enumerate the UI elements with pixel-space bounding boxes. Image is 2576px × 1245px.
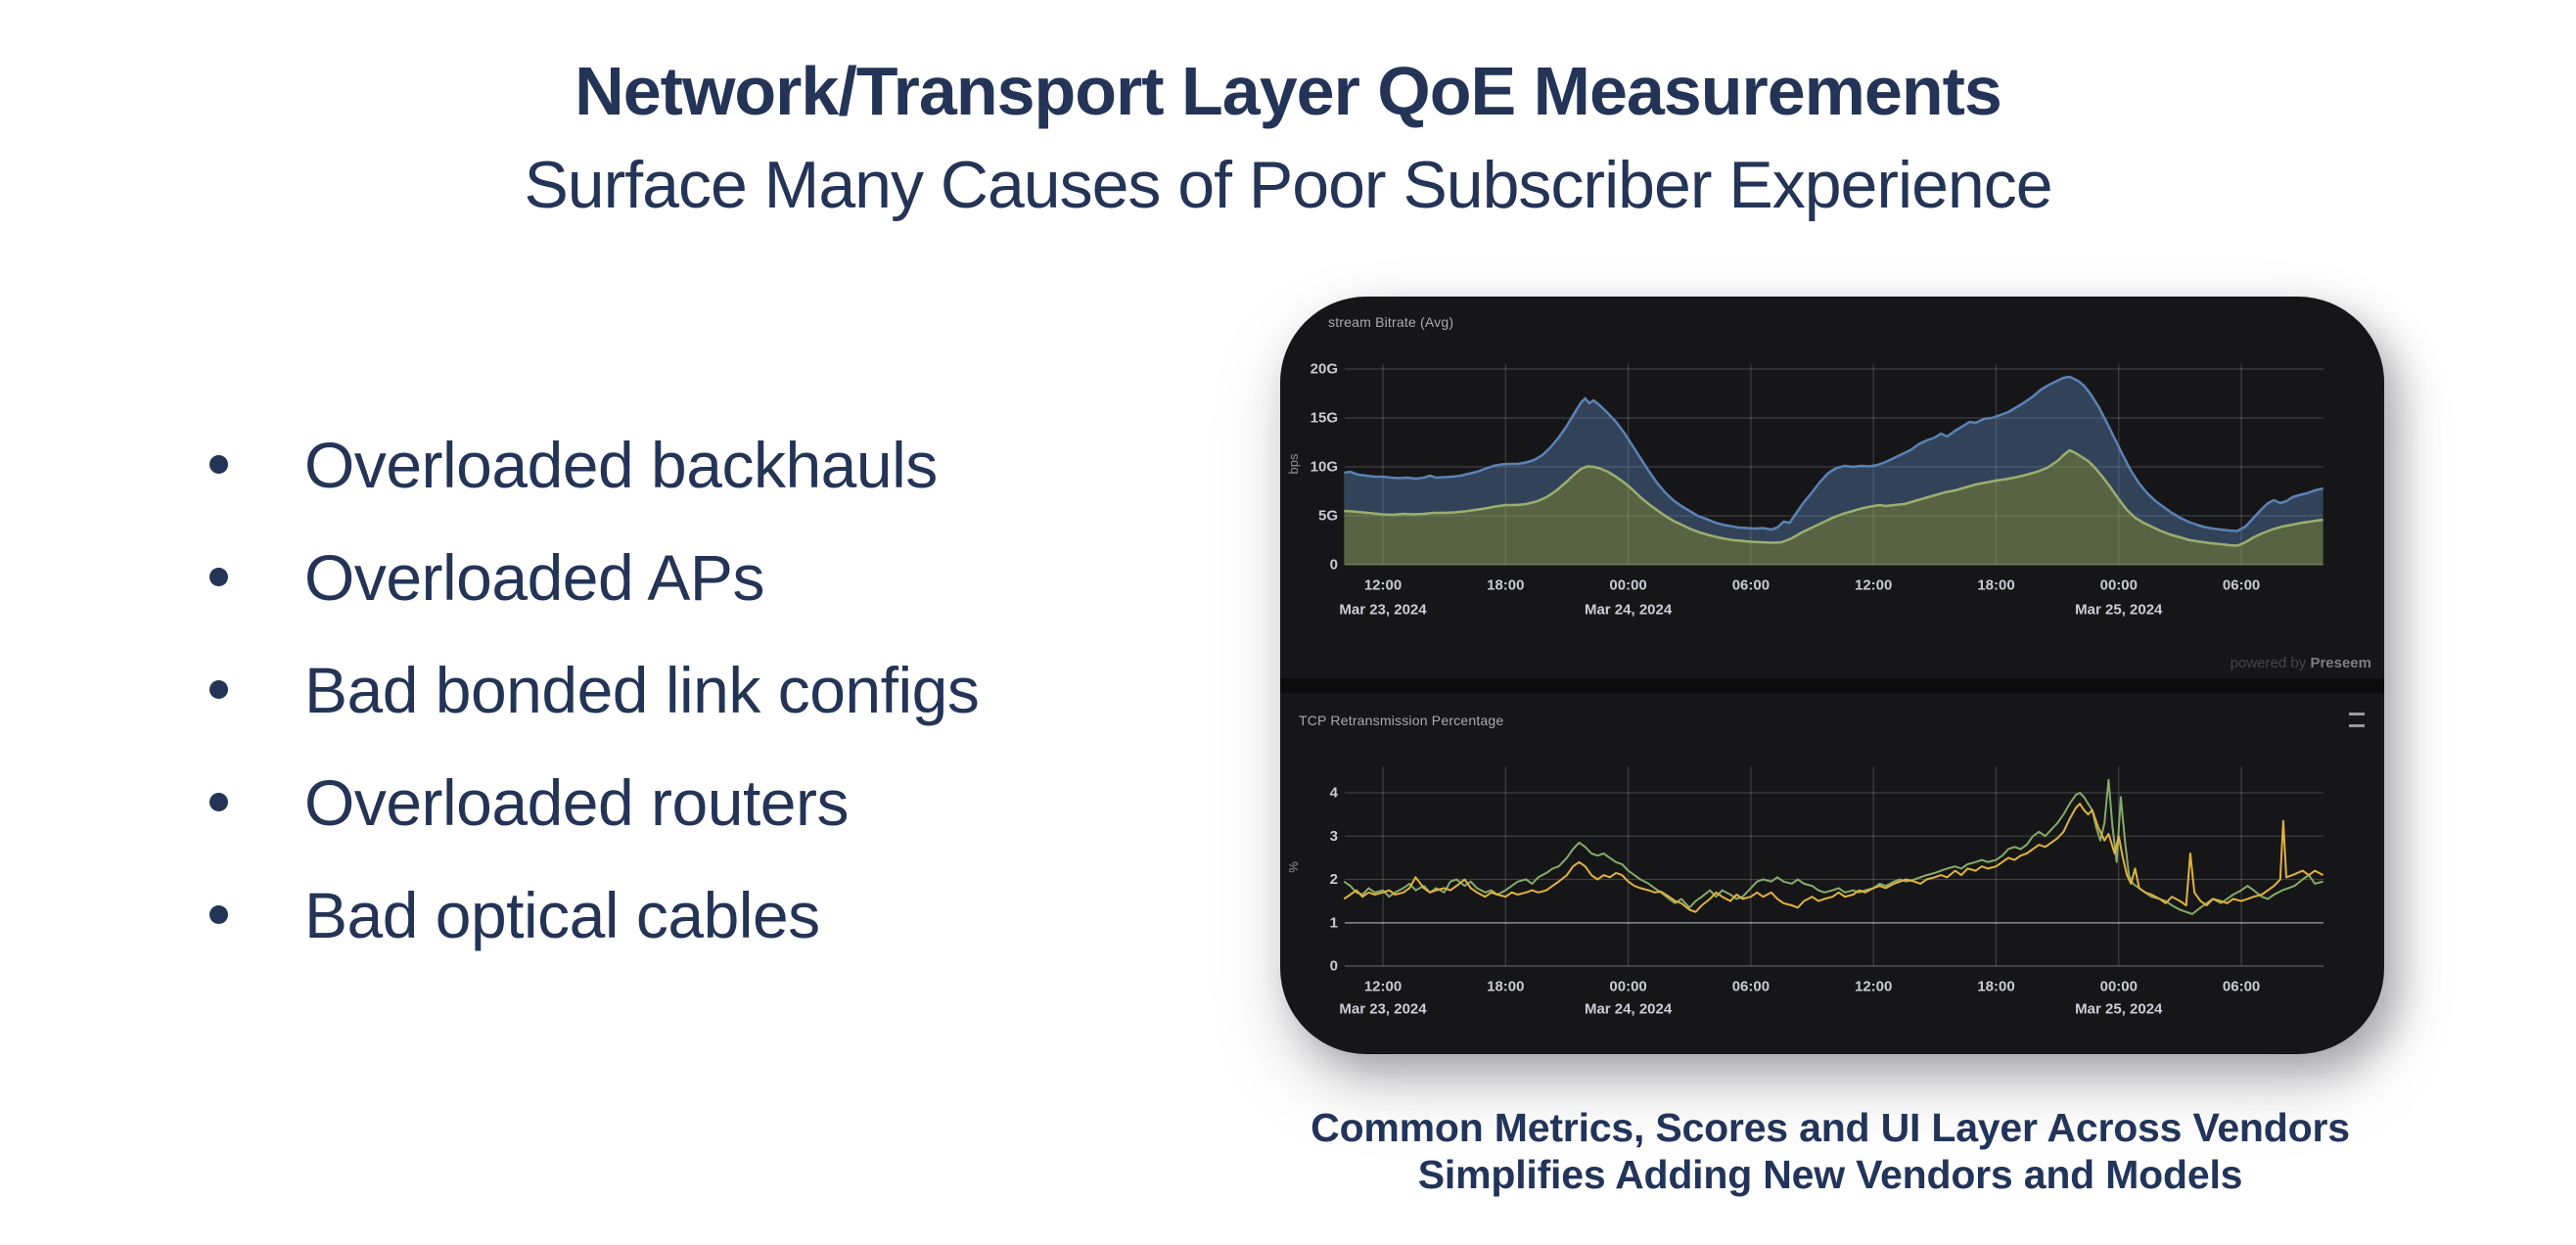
x-tick-label: 12:00	[1364, 577, 1402, 594]
caption-line2: Simplifies Adding New Vendors and Models	[1417, 1152, 2243, 1197]
x-tick-label: 18:00	[1977, 577, 2014, 594]
dashboard-charts-svg: 0 5G 10G 15G 20G 12:00 18:00 00:00 06:00 12:00 18:…	[1286, 361, 2324, 1018]
preseem-brand: Preseem	[2310, 655, 2371, 671]
panel-menu-icon[interactable]	[2349, 713, 2365, 727]
bitrate-chart: 0 5G 10G 15G 20G 12:00 18:00 00:00 06:00 12:00 18:…	[1286, 361, 2323, 619]
bullet-item: Bad bonded link configs	[209, 633, 980, 746]
x-tick-label: 12:00	[1855, 979, 1892, 995]
series-area-total-bitrate-upper	[1344, 377, 2323, 546]
bullet-dot-icon	[209, 905, 228, 924]
bullet-label: Overloaded APs	[304, 540, 764, 614]
y-tick-label: 3	[1330, 828, 1338, 845]
y-tick-label: 4	[1330, 785, 1339, 802]
x-date-label: Mar 25, 2024	[2075, 1001, 2163, 1018]
series-line-total-bitrate-upper	[1344, 375, 2323, 532]
caption: Common Metrics, Scores and UI Layer Acro…	[1263, 1104, 2398, 1198]
y-tick-label: 0	[1330, 557, 1338, 574]
slide-subtitle: Surface Many Causes of Poor Subscriber E…	[524, 148, 2052, 222]
x-tick-label: 06:00	[1732, 577, 1770, 594]
x-tick-label: 06:00	[1732, 979, 1770, 995]
bitrate-panel-title: stream Bitrate (Avg)	[1328, 314, 1454, 330]
x-tick-label: 12:00	[1364, 979, 1402, 995]
x-date-label: Mar 23, 2024	[1339, 1001, 1427, 1018]
bullet-list: Overloaded backhauls Overloaded APs Bad bo…	[209, 408, 980, 971]
bullet-item: Overloaded APs	[209, 521, 979, 633]
panel-divider	[1280, 678, 2384, 693]
x-tick-label: 18:00	[1487, 979, 1524, 995]
bullet-dot-icon	[209, 680, 228, 699]
bullet-dot-icon	[209, 793, 228, 811]
tcp-chart: 0 1 2 3 4 12:00 18:00 00:00 06:00 12:00 18:00 00:00…	[1286, 766, 2324, 1018]
powered-by-prefix: powered by	[2230, 655, 2311, 671]
x-date-label: Mar 24, 2024	[1585, 602, 1673, 619]
y-tick-label: 20G	[1311, 361, 1338, 378]
y-tick-label: 1	[1330, 914, 1338, 931]
x-tick-label: 00:00	[2100, 979, 2138, 995]
x-date-label: Mar 25, 2024	[2075, 602, 2163, 619]
x-tick-label: 00:00	[1609, 577, 1646, 594]
dashboard-screenshot-panel: 0 5G 10G 15G 20G 12:00 18:00 00:00 06:00 12:00 18:…	[1280, 297, 2384, 1054]
y-tick-label: 0	[1330, 958, 1338, 975]
x-date-label: Mar 24, 2024	[1585, 1001, 1673, 1018]
y-tick-label: 10G	[1311, 459, 1338, 476]
powered-by-preseem: powered by Preseem	[2231, 655, 2371, 671]
x-tick-label: 06:00	[2223, 577, 2260, 594]
bullet-dot-icon	[209, 568, 228, 586]
bullet-label: Bad bonded link configs	[304, 653, 980, 726]
series-line-retrans-yellow	[1343, 803, 2324, 913]
bullet-item: Overloaded routers	[209, 746, 979, 858]
series-line-lower-bitrate	[1344, 448, 2323, 547]
series-area-lower-bitrate	[1344, 450, 2323, 565]
y-axis-unit-label: bps	[1286, 453, 1301, 474]
y-tick-label: 15G	[1311, 410, 1338, 427]
bullet-label: Bad optical cables	[304, 878, 820, 951]
x-tick-label: 18:00	[1977, 979, 2014, 995]
tcp-panel-title: TCP Retransmission Percentage	[1299, 713, 1504, 728]
bullet-label: Overloaded backhauls	[304, 428, 938, 501]
y-tick-label: 2	[1330, 871, 1338, 888]
bullet-label: Overloaded routers	[304, 765, 849, 839]
x-tick-label: 00:00	[1609, 979, 1646, 995]
slide-title: Network/Transport Layer QoE Measurements	[575, 53, 2002, 129]
bullet-item: Bad optical cables	[209, 858, 979, 971]
x-tick-label: 06:00	[2223, 979, 2260, 995]
x-date-label: Mar 23, 2024	[1339, 602, 1427, 619]
bullet-item: Overloaded backhauls	[209, 408, 979, 521]
x-tick-label: 00:00	[2100, 577, 2138, 594]
y-tick-label: 5G	[1318, 508, 1338, 525]
bullet-dot-icon	[209, 455, 228, 474]
series-line-retrans-green	[1343, 778, 2323, 915]
y-axis-unit-label: %	[1286, 861, 1301, 873]
caption-line1: Common Metrics, Scores and UI Layer Acro…	[1311, 1105, 2350, 1150]
x-tick-label: 18:00	[1487, 577, 1524, 594]
x-tick-label: 12:00	[1855, 577, 1892, 594]
